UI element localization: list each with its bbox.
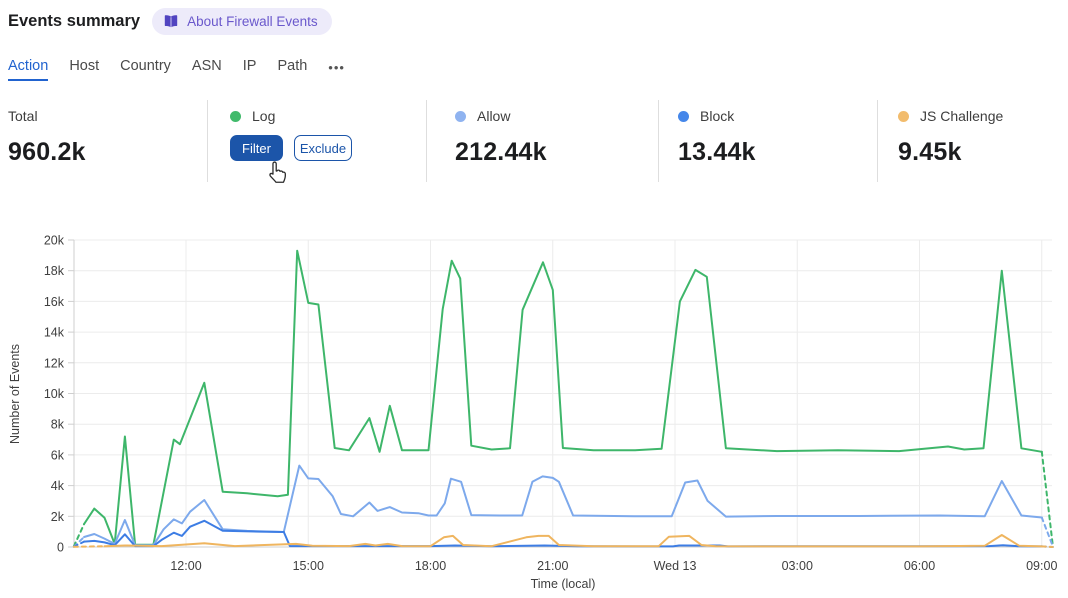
events-chart-canvas: 0 2k 4k 6k 8k 10k 12k 14k 16k 18k 20k 12:00 15:00 18:… <box>8 234 1057 592</box>
filter-button[interactable]: Filter <box>230 135 283 161</box>
tab-bar: Action Host Country ASN IP Path ••• <box>8 58 345 81</box>
tab-path[interactable]: Path <box>277 58 308 74</box>
mouse-pointer-icon <box>269 161 286 183</box>
stat-label-allow: Allow <box>477 108 511 124</box>
stat-card-js-challenge[interactable]: JS Challenge 9.45k <box>898 108 1003 167</box>
stat-value-total: 960.2k <box>8 138 86 166</box>
log-legend-dot-icon <box>230 110 241 122</box>
y-tick-label: 18k <box>44 264 65 278</box>
js-challenge-legend-dot-icon <box>898 110 909 122</box>
y-tick-label: 16k <box>44 295 65 309</box>
more-tabs-button[interactable]: ••• <box>328 60 345 75</box>
x-tick-label: 06:00 <box>904 559 935 573</box>
stat-value-js-challenge: 9.45k <box>898 138 962 166</box>
exclude-button[interactable]: Exclude <box>294 135 352 161</box>
stat-card-allow[interactable]: Allow 212.44k <box>455 108 547 167</box>
tab-asn[interactable]: ASN <box>191 58 222 74</box>
y-tick-label: 0 <box>57 541 64 555</box>
y-tick-label: 12k <box>44 356 65 370</box>
stat-label-log: Log <box>252 108 276 124</box>
stat-card-block[interactable]: Block 13.44k <box>678 108 756 167</box>
x-tick-label: 15:00 <box>293 559 324 573</box>
page-title: Events summary <box>8 12 141 30</box>
about-firewall-events-link[interactable]: About Firewall Events <box>152 8 332 35</box>
tab-country[interactable]: Country <box>120 58 171 74</box>
series-line-js-challenge <box>103 534 1043 548</box>
about-firewall-events-label: About Firewall Events <box>187 14 318 29</box>
x-axis-title: Time (local) <box>531 577 596 591</box>
x-tick-label: 03:00 <box>782 559 813 573</box>
series-line-allow <box>1040 516 1054 548</box>
series-line-log <box>1040 450 1054 547</box>
stat-label-block: Block <box>700 108 735 124</box>
stat-card-total: Total 960.2k <box>8 108 86 167</box>
tab-action[interactable]: Action <box>8 58 49 81</box>
series-line-allow <box>83 464 1043 547</box>
stat-value-block: 13.44k <box>678 138 756 166</box>
stat-divider <box>207 100 208 182</box>
y-tick-label: 6k <box>51 448 65 462</box>
series-line-block <box>83 519 1043 548</box>
y-tick-label: 2k <box>51 510 65 524</box>
y-tick-label: 8k <box>51 418 65 432</box>
stat-divider <box>426 100 427 182</box>
stat-label-js-challenge: JS Challenge <box>920 108 1004 124</box>
y-tick-label: 20k <box>44 234 65 248</box>
block-legend-dot-icon <box>678 110 689 122</box>
series-line-log <box>72 523 86 548</box>
stat-value-allow: 212.44k <box>455 138 547 166</box>
x-tick-label: 18:00 <box>415 559 446 573</box>
stat-divider <box>877 100 878 182</box>
x-tick-label: 12:00 <box>170 559 201 573</box>
y-tick-label: 4k <box>51 479 65 493</box>
x-tick-label: 21:00 <box>537 559 568 573</box>
stat-divider <box>658 100 659 182</box>
header: Events summary About Firewall Events <box>8 8 332 35</box>
y-tick-label: 14k <box>44 326 65 340</box>
book-icon <box>163 14 179 29</box>
x-tick-label: Wed 13 <box>654 559 697 573</box>
y-axis-title: Number of Events <box>8 344 22 444</box>
x-tick-label: 09:00 <box>1026 559 1057 573</box>
y-tick-label: 10k <box>44 387 65 401</box>
stat-label-total: Total <box>8 108 38 124</box>
events-chart[interactable]: 0 2k 4k 6k 8k 10k 12k 14k 16k 18k 20k 12:00 15:00 18:… <box>0 225 1068 598</box>
series-line-js-challenge <box>1040 545 1054 548</box>
stat-card-log[interactable]: Log Filter Exclude <box>230 108 352 161</box>
allow-legend-dot-icon <box>455 110 466 122</box>
series-line-log <box>83 249 1043 546</box>
series-line-js-challenge <box>72 545 106 548</box>
tab-host[interactable]: Host <box>69 58 100 74</box>
tab-ip[interactable]: IP <box>242 58 257 74</box>
